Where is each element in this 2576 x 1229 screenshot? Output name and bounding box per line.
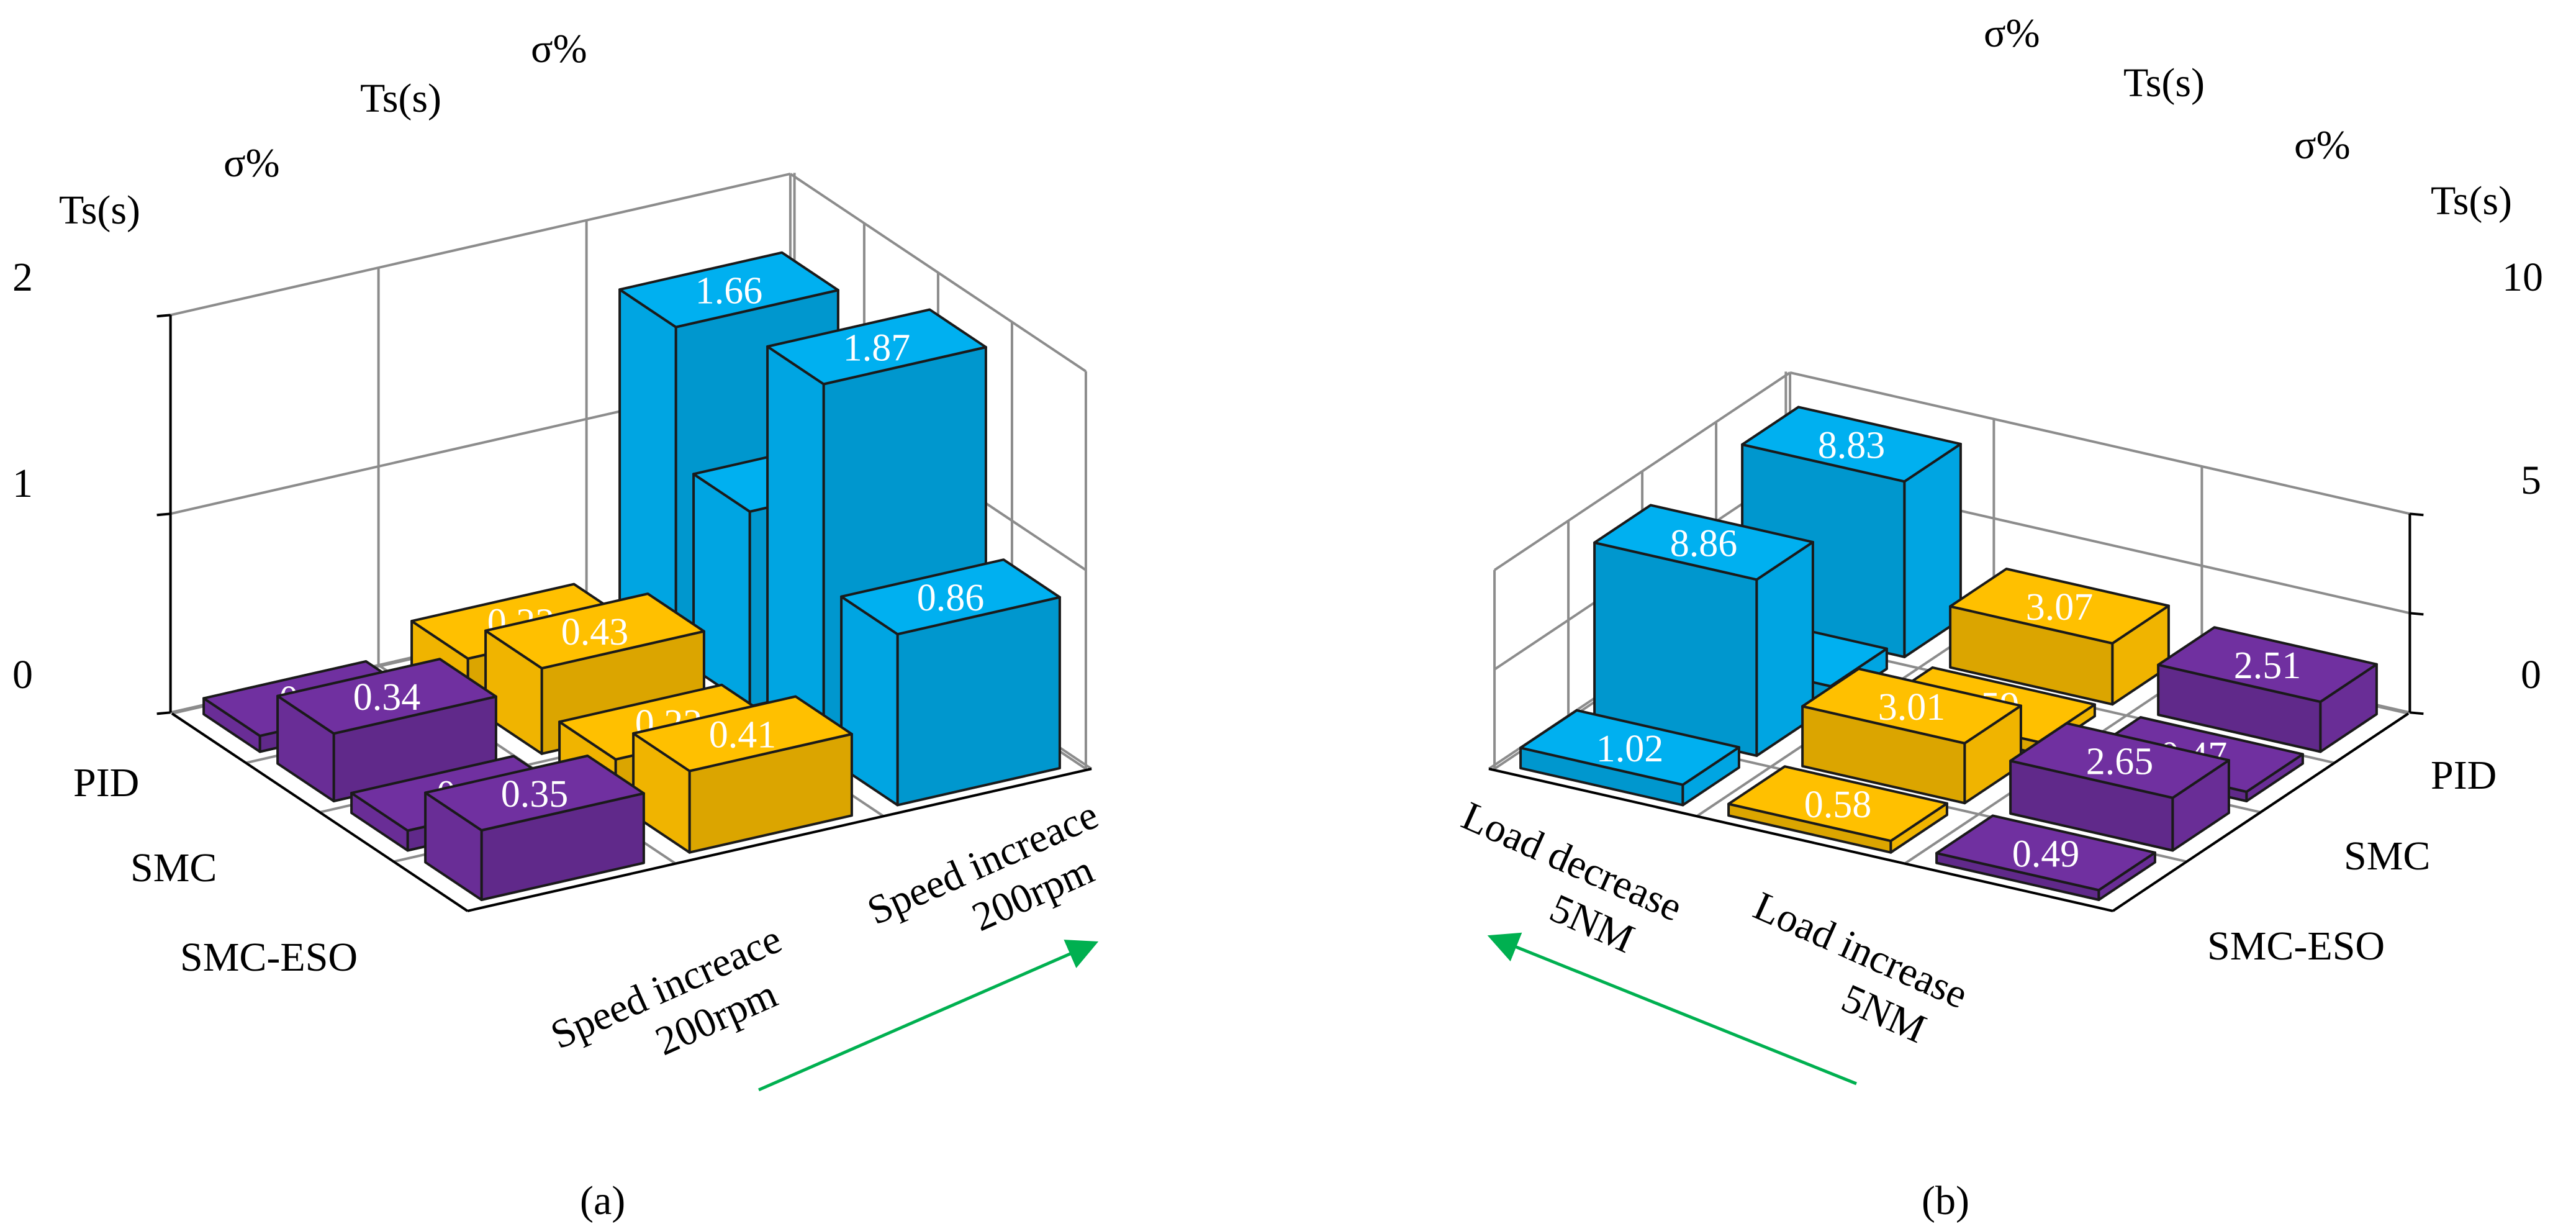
chart-a-metric-label-3: σ% [531,26,587,71]
bar-value-label: 0.43 [561,611,629,653]
bar-value-label: 8.86 [1670,522,1738,565]
chart-a-method-label-smc: SMC [130,845,217,891]
chart-a-metric-label-2: Ts(s) [360,76,441,121]
bar-smc-eso-1: 2.65 [2009,722,2230,852]
chart-a-metric-label-0: Ts(s) [59,188,140,233]
bar-smc-eso-0: 0.49 [1935,814,2156,901]
bar-top-face [618,251,839,329]
chart-a-scenario-label-1: Speed increace 200rpm [544,912,817,1102]
z-tick-mark [2410,711,2424,715]
bar-top-face [1741,406,1962,483]
chart-b-ztick-2: 10 [2502,255,2543,300]
chart-b: 8.831.018.861.023.070.593.010.582.510.47… [1435,11,2543,1223]
bar-value-label: 2.51 [2234,645,2302,687]
axis-side [1488,768,2113,912]
bar-top-face [766,308,987,386]
chart-b-scenario-label-load-decrease: Load decrease 5NM [1435,793,1698,979]
chart-b-method-label-pid: PID [2431,753,2497,798]
bar-value-label: 0.86 [917,577,985,619]
bar-top-face [1801,667,2022,745]
bar-pid-1: 8.86 [1593,504,1814,757]
bar-top-face [2157,626,2378,704]
bar-value-label: 0.35 [501,773,569,815]
bar-value-label: 0.49 [2012,833,2080,875]
chart-a-ztick-1: 1 [12,461,33,506]
chart-a-ztick-2: 2 [12,255,33,300]
bar-value-label: 2.65 [2086,741,2154,783]
z-tick-mark [156,711,171,715]
chart-b-method-label-smc-eso: SMC-ESO [2207,923,2385,969]
wall1-hgrid [1493,371,1791,571]
bar-smc-0: 0.58 [1727,765,1948,854]
bar-top-face [484,592,705,670]
bar-pid-0: 1.02 [1519,709,1740,807]
bar-smc-eso-2: 0.34 [276,658,497,802]
bar-value-label: 0.41 [709,714,777,756]
bar-smc-eso-3: 2.51 [2157,626,2378,753]
bar-smc-2: 0.43 [484,592,705,755]
bar-top-face [1593,504,1814,581]
chart-a-arrow [757,940,1099,1092]
z-tick-mark [2410,612,2424,616]
bar-top-face [276,658,497,735]
bar-smc-1: 3.01 [1801,667,2022,805]
chart-b-scenario-label-load-increase: Load increase 5NM [1727,883,1984,1066]
bar-top-face [1949,568,2170,645]
bar-top-face [424,755,645,832]
chart-b-ztick-0: 0 [2521,652,2541,697]
chart-a: 1.660.981.870.860.230.430.220.410.080.34… [12,26,1134,1223]
chart-a-scenario-label-2: Speed increace 200rpm [861,788,1134,978]
bar-top-face [1519,709,1740,786]
chart-a-title: (a) [580,1178,625,1223]
chart-a-ztick-0: 0 [12,652,33,697]
z-tick-mark [156,314,171,318]
bar-top-face [1935,814,2156,892]
chart-b-ztick-1: 5 [2521,458,2541,503]
bar-smc-0: 0.41 [632,695,853,854]
axis-front [171,712,469,912]
wall1-hgrid [789,173,1087,373]
bar-smc-eso-0: 0.35 [424,755,645,901]
chart-b-metric-label-2: Ts(s) [2123,60,2205,106]
wall2-hgrid [1789,371,2410,515]
axis-front [2112,712,2410,912]
z-tick-mark [2410,512,2424,517]
chart-b-metric-label-3: σ% [1984,11,2040,56]
bar-top-face [2009,722,2230,799]
bar-value-label: 1.66 [695,270,763,312]
bar-value-label: 0.34 [353,676,421,719]
chart-b-arrow [1487,932,1857,1086]
bar-top-face [1727,765,1948,843]
chart-b-metric-label-1: σ% [2294,122,2351,168]
bar-value-label: 1.87 [843,327,911,370]
bar-pid-0: 0.86 [840,558,1061,807]
bar-front-face [766,345,825,757]
chart-a-metric-label-1: σ% [224,140,280,186]
chart-a-method-label-pid: PID [73,760,139,805]
bar-value-label: 8.83 [1818,424,1886,466]
bar-smc-3: 3.07 [1949,568,2170,706]
chart-a-method-label-smc-eso: SMC-ESO [180,935,358,980]
bar-top-face [632,695,853,773]
axis-side [467,768,1092,912]
bar-top-face [840,558,1061,636]
bar-value-label: 0.58 [1804,784,1872,826]
chart-b-method-label-smc: SMC [2344,833,2430,879]
bar-value-label: 1.02 [1596,728,1664,770]
chart-b-title: (b) [1922,1178,1969,1223]
bar-value-label: 3.07 [2026,586,2094,628]
chart-b-metric-label-0: Ts(s) [2431,178,2512,224]
wall2-hgrid [170,172,791,317]
z-tick-mark [156,512,171,517]
bar-value-label: 3.01 [1878,686,1946,728]
